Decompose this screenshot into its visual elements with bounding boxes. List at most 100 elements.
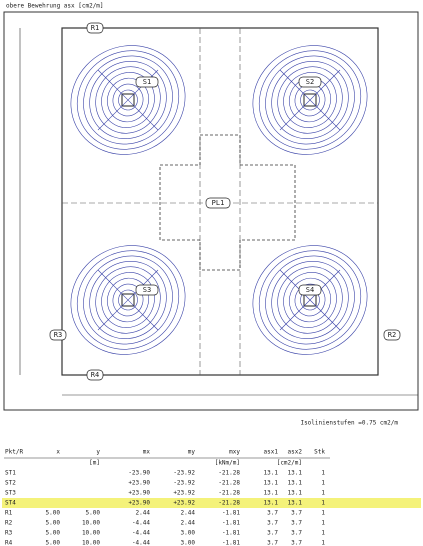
label: R1 <box>91 24 99 32</box>
contour-line <box>97 269 159 331</box>
table-cell: 1 <box>321 520 325 527</box>
table-cell: 13.1 <box>288 490 303 497</box>
label: PL1 <box>212 199 225 207</box>
drawing-title: obere Bewehrung asx [cm2/m] <box>6 3 104 10</box>
contour-line <box>118 89 138 111</box>
label-box <box>298 76 322 88</box>
label-box <box>205 197 231 209</box>
highlight-row <box>2 498 421 508</box>
table-cell: 13.1 <box>288 480 303 487</box>
table-cell: 13.1 <box>264 470 279 477</box>
label: S4 <box>306 286 314 294</box>
contour-line <box>294 283 326 317</box>
table-cell: 13.1 <box>264 480 279 487</box>
contour-line <box>76 50 180 150</box>
contour-line <box>258 50 362 150</box>
label-box <box>86 369 104 381</box>
table-cell: 3.7 <box>267 530 278 537</box>
table-header: my <box>188 449 196 456</box>
table-cell: -23.92 <box>173 480 195 487</box>
contour-line <box>83 55 173 145</box>
table-cell: +23.90 <box>128 490 150 497</box>
contour-line <box>95 66 161 134</box>
contour-line <box>289 277 331 323</box>
contour-line <box>283 272 337 328</box>
contour-line <box>107 77 149 123</box>
contour-line <box>112 283 144 317</box>
table-cell: ST4 <box>5 500 16 507</box>
contour-line <box>252 45 368 155</box>
table-cell: R4 <box>5 540 13 546</box>
contour-line <box>101 72 155 128</box>
table-cell: 1 <box>321 510 325 517</box>
contour-line <box>118 289 138 311</box>
table-cell: -23.92 <box>173 470 195 477</box>
label-box <box>86 22 104 34</box>
contour-line <box>107 277 149 323</box>
column <box>121 93 135 107</box>
table-cell: 3.7 <box>291 530 302 537</box>
contour-line <box>76 250 180 350</box>
table-header: mx <box>143 449 151 456</box>
label-box <box>383 329 401 341</box>
table-cell: +23.92 <box>173 500 195 507</box>
contour-line <box>89 261 167 339</box>
label: S2 <box>306 78 314 86</box>
table-cell: ST3 <box>5 490 16 497</box>
table-cell: 1 <box>321 500 325 507</box>
table-cell: 5.00 <box>46 510 61 517</box>
contour-line <box>271 61 349 139</box>
table-unit: [m] <box>89 460 100 467</box>
caption: Isolinienstufen =0.75 cm2/m <box>300 420 398 427</box>
table-cell: R1 <box>5 510 13 517</box>
contour-line <box>70 45 186 155</box>
table-cell: 5.00 <box>46 530 61 537</box>
table-cell: +23.90 <box>128 500 150 507</box>
table-unit: [kNm/m] <box>215 460 240 467</box>
table-cell: +23.92 <box>173 490 195 497</box>
table-header: asx1 <box>264 449 279 456</box>
contour-line <box>279 269 341 331</box>
table-cell: 3.7 <box>291 520 302 527</box>
column <box>121 293 135 307</box>
table-cell: ST1 <box>5 470 16 477</box>
table-cell: 2.44 <box>181 520 196 527</box>
table-header: Stk <box>314 449 325 456</box>
contour-line <box>95 266 161 334</box>
label-box <box>135 284 159 296</box>
label: S1 <box>143 78 151 86</box>
table-cell: -21.28 <box>218 470 240 477</box>
label-box <box>49 329 67 341</box>
label: R3 <box>54 331 62 339</box>
table-cell: 10.00 <box>82 530 100 537</box>
table-header: y <box>96 449 100 456</box>
table-cell: 13.1 <box>264 500 279 507</box>
table-cell: 10.00 <box>82 520 100 527</box>
table-cell: -1.81 <box>222 520 240 527</box>
table-cell: 3.7 <box>267 520 278 527</box>
table-cell: 10.00 <box>82 540 100 546</box>
contour-line <box>83 255 173 345</box>
table-cell: 3.7 <box>291 510 302 517</box>
table-cell: -4.44 <box>132 540 150 546</box>
label-box <box>135 76 159 88</box>
slab-outline <box>61 27 379 376</box>
table-cell: 13.1 <box>264 490 279 497</box>
table-cell: -4.44 <box>132 530 150 537</box>
table-cell: -21.28 <box>218 490 240 497</box>
table-cell: 1 <box>321 540 325 546</box>
contour-line <box>300 89 320 111</box>
table-header: Pkt/R <box>5 449 23 456</box>
table-cell: ST2 <box>5 480 16 487</box>
contour-line <box>279 69 341 131</box>
table-cell: -4.44 <box>132 520 150 527</box>
contour-line <box>265 55 355 145</box>
table-cell: 3.00 <box>181 530 196 537</box>
contour-line <box>258 250 362 350</box>
table-cell: -1.81 <box>222 530 240 537</box>
drawing-frame <box>3 11 419 411</box>
table-cell: 5.00 <box>46 520 61 527</box>
table-cell: 3.7 <box>267 510 278 517</box>
table-cell: 1 <box>321 470 325 477</box>
table-cell: 3.7 <box>267 540 278 546</box>
